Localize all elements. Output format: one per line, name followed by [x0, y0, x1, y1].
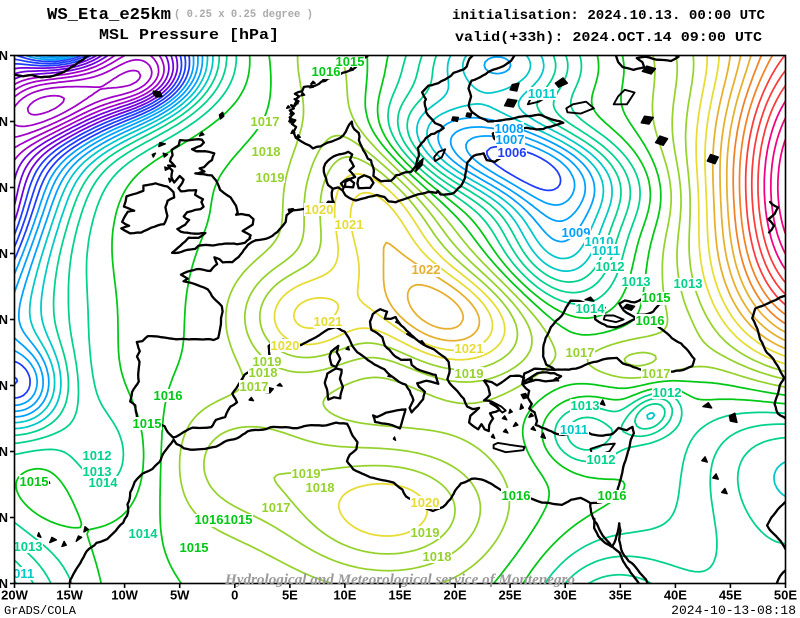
svg-text:10W: 10W [111, 588, 138, 603]
svg-text:1009: 1009 [562, 225, 591, 240]
svg-text:1018: 1018 [249, 365, 278, 380]
svg-text:Hydrological and Meteorologica: Hydrological and Meteorological service … [224, 572, 575, 588]
svg-text:1011: 1011 [528, 86, 556, 101]
svg-text:1012: 1012 [653, 385, 682, 400]
svg-text:1019: 1019 [292, 466, 321, 481]
svg-text:1011: 1011 [592, 243, 620, 258]
svg-text:1016: 1016 [154, 388, 183, 403]
svg-text:GrADS/COLA: GrADS/COLA [4, 604, 77, 618]
svg-text:10E: 10E [333, 588, 356, 603]
svg-text:1013: 1013 [571, 398, 600, 413]
svg-text:1013: 1013 [14, 539, 43, 554]
svg-text:30E: 30E [554, 588, 577, 603]
svg-text:1020: 1020 [411, 495, 440, 510]
svg-text:1022: 1022 [412, 262, 441, 277]
svg-text:40E: 40E [664, 588, 687, 603]
svg-text:1017: 1017 [566, 345, 595, 360]
svg-text:1016: 1016 [598, 488, 627, 503]
svg-text:1017: 1017 [642, 366, 671, 381]
svg-text:1013: 1013 [83, 464, 112, 479]
svg-text:55N: 55N [0, 180, 8, 195]
svg-text:1017: 1017 [251, 114, 280, 129]
svg-text:1012: 1012 [83, 448, 112, 463]
svg-text:60N: 60N [0, 114, 8, 129]
svg-text:1017: 1017 [262, 500, 291, 515]
svg-text:1014: 1014 [576, 301, 606, 316]
svg-text:1007: 1007 [496, 132, 525, 147]
svg-text:1021: 1021 [335, 217, 364, 232]
svg-text:1015: 1015 [133, 416, 162, 431]
svg-text:1019: 1019 [253, 354, 282, 369]
svg-text:1013: 1013 [622, 274, 651, 289]
svg-text:1020: 1020 [271, 338, 300, 353]
svg-text:1019: 1019 [411, 525, 440, 540]
svg-text:( 0.25 x 0.25 degree ): ( 0.25 x 0.25 degree ) [174, 9, 313, 21]
svg-text:1016: 1016 [636, 313, 665, 328]
svg-text:25N: 25N [0, 576, 8, 591]
svg-text:1016: 1016 [312, 64, 341, 79]
svg-text:2024-10-13-08:18: 2024-10-13-08:18 [671, 603, 796, 618]
svg-text:35E: 35E [609, 588, 632, 603]
svg-text:1019: 1019 [256, 170, 285, 185]
svg-text:MSL Pressure [hPa]: MSL Pressure [hPa] [99, 27, 279, 44]
svg-text:1018: 1018 [252, 144, 281, 159]
svg-text:initialisation: 2024.10.13. 0: initialisation: 2024.10.13. 00:00 UTC [452, 8, 766, 24]
svg-text:20E: 20E [444, 588, 467, 603]
svg-text:1017: 1017 [240, 379, 269, 394]
svg-text:15E: 15E [388, 588, 411, 603]
svg-text:1014: 1014 [129, 526, 159, 541]
svg-text:65N: 65N [0, 48, 8, 63]
svg-text:1015: 1015 [224, 512, 253, 527]
svg-text:1015: 1015 [336, 54, 365, 69]
svg-text:50E: 50E [774, 588, 797, 603]
svg-text:1014: 1014 [89, 475, 119, 490]
svg-text:1018: 1018 [423, 549, 452, 564]
svg-text:35N: 35N [0, 444, 8, 459]
svg-text:50N: 50N [0, 246, 8, 261]
svg-text:20W: 20W [1, 588, 28, 603]
svg-text:1008: 1008 [495, 121, 524, 136]
svg-text:1012: 1012 [587, 452, 616, 467]
svg-text:1016: 1016 [195, 512, 224, 527]
svg-text:5W: 5W [170, 588, 190, 603]
svg-text:1021: 1021 [455, 341, 484, 356]
svg-text:30N: 30N [0, 510, 8, 525]
svg-text:1018: 1018 [306, 480, 335, 495]
svg-text:40N: 40N [0, 378, 8, 393]
svg-text:valid(+33h): 2024.OCT.14 09:00: valid(+33h): 2024.OCT.14 09:00 UTC [455, 30, 763, 46]
svg-text:45E: 45E [719, 588, 742, 603]
svg-text:25E: 25E [499, 588, 522, 603]
svg-text:1021: 1021 [314, 314, 343, 329]
svg-text:1015: 1015 [180, 540, 209, 555]
svg-text:1011: 1011 [6, 566, 34, 581]
svg-text:15W: 15W [56, 588, 83, 603]
svg-text:45N: 45N [0, 312, 8, 327]
svg-text:1013: 1013 [674, 276, 703, 291]
svg-text:1016: 1016 [502, 488, 531, 503]
svg-text:WS_Eta_e25km: WS_Eta_e25km [47, 6, 171, 25]
svg-text:1006: 1006 [498, 145, 527, 160]
svg-text:1012: 1012 [596, 259, 625, 274]
svg-text:5E: 5E [282, 588, 298, 603]
svg-text:1019: 1019 [455, 366, 484, 381]
svg-text:1015: 1015 [20, 474, 49, 489]
svg-text:0: 0 [231, 588, 238, 603]
svg-text:1015: 1015 [642, 290, 671, 305]
svg-text:1020: 1020 [305, 202, 334, 217]
svg-text:1011: 1011 [560, 422, 588, 437]
